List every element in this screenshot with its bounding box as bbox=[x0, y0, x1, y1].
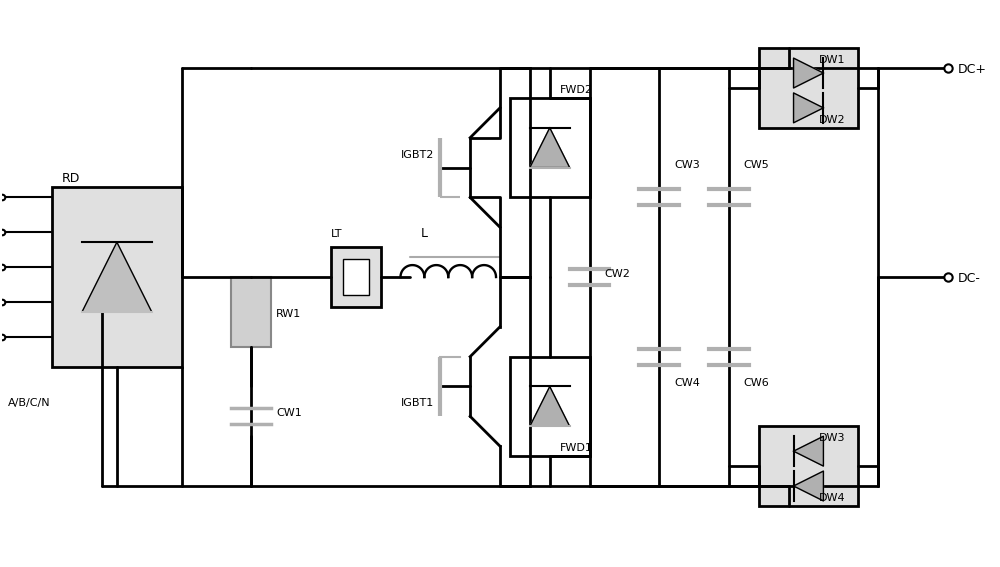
Text: LT: LT bbox=[331, 229, 342, 239]
Text: CW6: CW6 bbox=[744, 379, 770, 388]
Text: CW2: CW2 bbox=[604, 269, 630, 279]
Text: DC+: DC+ bbox=[958, 63, 987, 76]
Text: DW2: DW2 bbox=[818, 115, 845, 125]
Text: A/B/C/N: A/B/C/N bbox=[7, 399, 50, 408]
Text: CW3: CW3 bbox=[674, 159, 700, 170]
Text: CW5: CW5 bbox=[744, 159, 770, 170]
Polygon shape bbox=[794, 436, 823, 466]
Polygon shape bbox=[794, 58, 823, 88]
Bar bbox=[510, 98, 590, 197]
Bar bbox=[331, 247, 381, 307]
Text: DW1: DW1 bbox=[818, 55, 845, 65]
Bar bbox=[343, 259, 369, 295]
Text: DC-: DC- bbox=[958, 272, 981, 285]
Text: IGBT2: IGBT2 bbox=[400, 150, 434, 160]
Polygon shape bbox=[530, 128, 570, 168]
Bar bbox=[231, 277, 271, 346]
Text: IGBT1: IGBT1 bbox=[400, 399, 434, 408]
Bar bbox=[759, 426, 858, 506]
Text: CW1: CW1 bbox=[276, 408, 302, 418]
Text: DW4: DW4 bbox=[818, 493, 845, 503]
Text: RW1: RW1 bbox=[276, 309, 301, 319]
Bar bbox=[52, 188, 182, 367]
Polygon shape bbox=[530, 387, 570, 426]
Bar bbox=[759, 48, 858, 128]
Text: L: L bbox=[420, 227, 427, 240]
Polygon shape bbox=[794, 93, 823, 123]
Polygon shape bbox=[82, 242, 152, 312]
Text: FWD2: FWD2 bbox=[560, 85, 593, 95]
Text: RD: RD bbox=[62, 172, 81, 185]
Text: CW4: CW4 bbox=[674, 379, 700, 388]
Text: DW3: DW3 bbox=[818, 433, 845, 443]
Text: FWD1: FWD1 bbox=[560, 443, 593, 453]
Polygon shape bbox=[794, 471, 823, 501]
Bar bbox=[510, 357, 590, 456]
